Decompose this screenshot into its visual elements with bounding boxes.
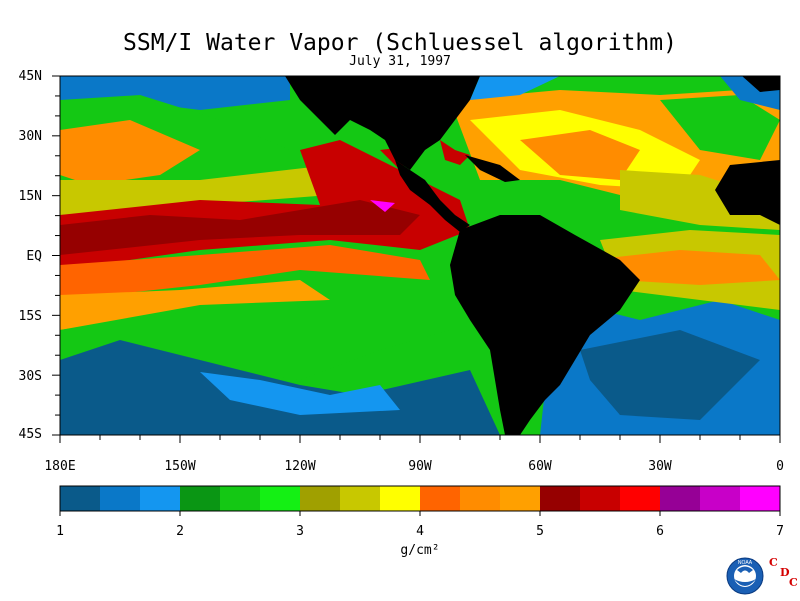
lon-label-60w: 60W [528,459,552,474]
lon-label-90w: 90W [408,459,432,474]
africa-land [715,160,780,225]
lat-label-eq: EQ [26,249,42,264]
colorbar-swatch [420,486,461,511]
colorbar-swatch [340,486,381,511]
logo-letter-c1: C [769,556,778,569]
colorbar-tick-7: 7 [776,524,784,539]
lon-label-30w: 30W [648,459,672,474]
lat-label-15s: 15S [18,309,42,324]
lat-label-30n: 30N [18,129,42,144]
colorbar-swatch [60,486,101,511]
colorbar-swatch [180,486,221,511]
lat-label-45s: 45S [18,427,42,442]
colorbar-tick-4: 4 [416,524,424,539]
axis-ticks [52,75,781,443]
lon-label-180e: 180E [44,459,76,474]
colorbar [59,485,781,516]
colorbar-tick-3: 3 [296,524,304,539]
lon-label-0: 0 [776,459,784,474]
map-title: SSM/I Water Vapor (Schluessel algorithm) [123,30,677,56]
lon-label-120w: 120W [284,459,316,474]
colorbar-tick-6: 6 [656,524,664,539]
lat-label-45n: 45N [18,69,42,84]
colorbar-tick-2: 2 [176,524,184,539]
south-america-land [450,215,640,435]
logo-letter-c2: C [789,576,798,589]
colorbar-swatch [500,486,541,511]
colorbar-tick-5: 5 [536,524,544,539]
colorbar-swatch [740,486,781,511]
colorbar-swatch [260,486,301,511]
colorbar-tick-1: 1 [56,524,64,539]
colorbar-swatch [220,486,261,511]
noaa-cdc-logo: NOAA C D C [726,555,798,601]
colorbar-swatch [380,486,421,511]
map-date: July 31, 1997 [349,54,451,69]
colorbar-swatch [620,486,661,511]
colorbar-swatch [460,486,501,511]
colorbar-unit: g/cm² [400,543,440,558]
colorbar-swatch [100,486,141,511]
svg-text:NOAA: NOAA [738,560,753,566]
colorbar-swatch [540,486,581,511]
colorbar-swatch [580,486,621,511]
lat-label-15n: 15N [18,189,42,204]
lat-label-30s: 30S [18,369,42,384]
north-america-land [285,76,480,170]
colorbar-swatch [700,486,741,511]
colorbar-swatch [300,486,341,511]
colorbar-swatch [140,486,181,511]
logo-letter-d: D [780,566,790,579]
lon-label-150w: 150W [164,459,196,474]
colorbar-swatch [660,486,701,511]
